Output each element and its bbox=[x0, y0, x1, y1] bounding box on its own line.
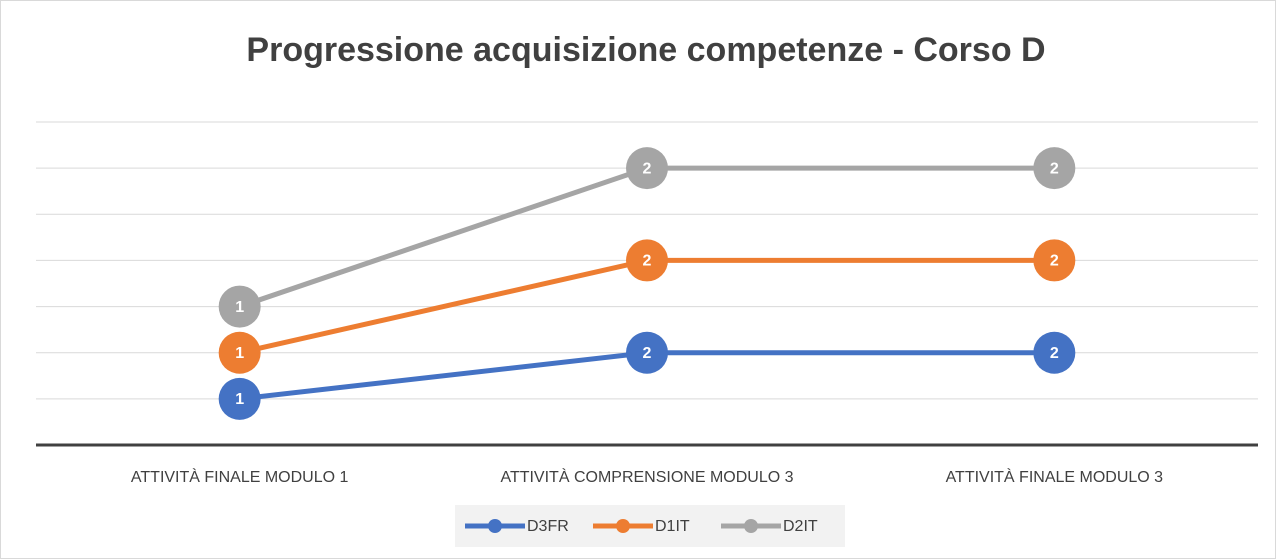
legend-label: D1IT bbox=[655, 518, 690, 535]
point bbox=[218, 285, 261, 328]
point bbox=[626, 147, 668, 190]
data-label: 2 bbox=[643, 253, 652, 270]
data-label: 1 bbox=[235, 299, 244, 316]
data-label: 2 bbox=[643, 160, 652, 177]
x-tick-label: ATTIVITÀ FINALE MODULO 1 bbox=[131, 467, 349, 486]
point bbox=[218, 377, 261, 420]
point bbox=[1033, 239, 1076, 282]
data-label: 1 bbox=[235, 345, 244, 362]
x-tick-label: ATTIVITÀ FINALE MODULO 3 bbox=[946, 467, 1164, 486]
point bbox=[1033, 147, 1076, 190]
point bbox=[218, 331, 261, 374]
legend-marker bbox=[744, 519, 758, 533]
legend-marker bbox=[616, 519, 630, 533]
legend-label: D3FR bbox=[527, 518, 569, 535]
legend-marker bbox=[488, 519, 502, 533]
chart-title: Progressione acquisizione competenze - C… bbox=[246, 31, 1045, 69]
data-label: 2 bbox=[1050, 253, 1059, 270]
x-tick-label: ATTIVITÀ COMPRENSIONE MODULO 3 bbox=[500, 467, 793, 486]
point bbox=[626, 239, 668, 282]
data-label: 2 bbox=[643, 345, 652, 362]
legend-label: D2IT bbox=[783, 518, 818, 535]
point bbox=[626, 331, 668, 374]
data-label: 2 bbox=[1050, 345, 1059, 362]
data-label: 1 bbox=[235, 391, 244, 408]
data-label: 2 bbox=[1050, 160, 1059, 177]
point bbox=[1033, 331, 1076, 374]
